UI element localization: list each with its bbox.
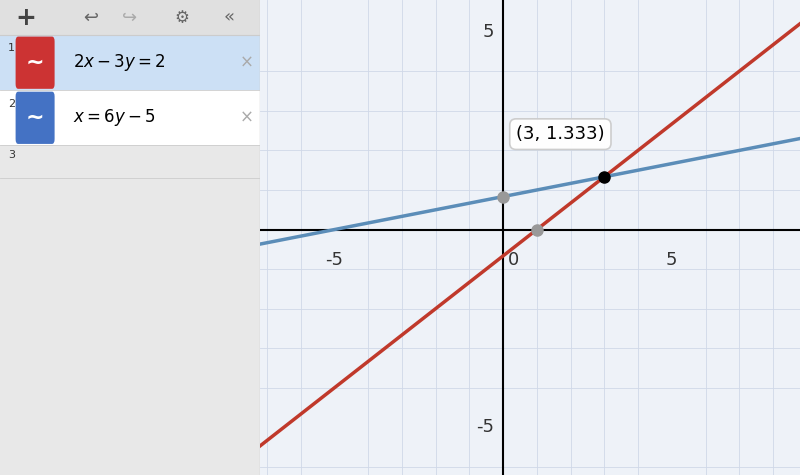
- Text: ↩: ↩: [83, 9, 98, 27]
- Bar: [0, 145, 260, 178]
- Text: ~: ~: [26, 108, 45, 128]
- Bar: [0, 35, 260, 90]
- FancyBboxPatch shape: [16, 37, 54, 89]
- Text: 5: 5: [483, 23, 494, 41]
- Text: ↪: ↪: [122, 9, 138, 27]
- Text: 0: 0: [507, 251, 518, 269]
- Text: «: «: [223, 9, 234, 27]
- Text: ~: ~: [26, 53, 45, 73]
- Text: ×: ×: [240, 54, 254, 72]
- Bar: [0, 0, 260, 35]
- Text: -5: -5: [326, 251, 343, 269]
- Bar: [0, 90, 260, 145]
- Text: 1: 1: [8, 43, 15, 53]
- Text: 2: 2: [8, 98, 15, 108]
- Text: (3, 1.333): (3, 1.333): [516, 125, 605, 143]
- Text: -5: -5: [476, 418, 494, 437]
- Text: 3: 3: [8, 150, 15, 160]
- Text: 5: 5: [666, 251, 678, 269]
- FancyBboxPatch shape: [16, 92, 54, 144]
- Text: $x = 6y - 5$: $x = 6y - 5$: [73, 107, 155, 128]
- Text: $2x - 3y = 2$: $2x - 3y = 2$: [73, 52, 166, 73]
- Text: ×: ×: [240, 109, 254, 127]
- Text: ⚙: ⚙: [174, 9, 190, 27]
- Text: +: +: [15, 6, 37, 29]
